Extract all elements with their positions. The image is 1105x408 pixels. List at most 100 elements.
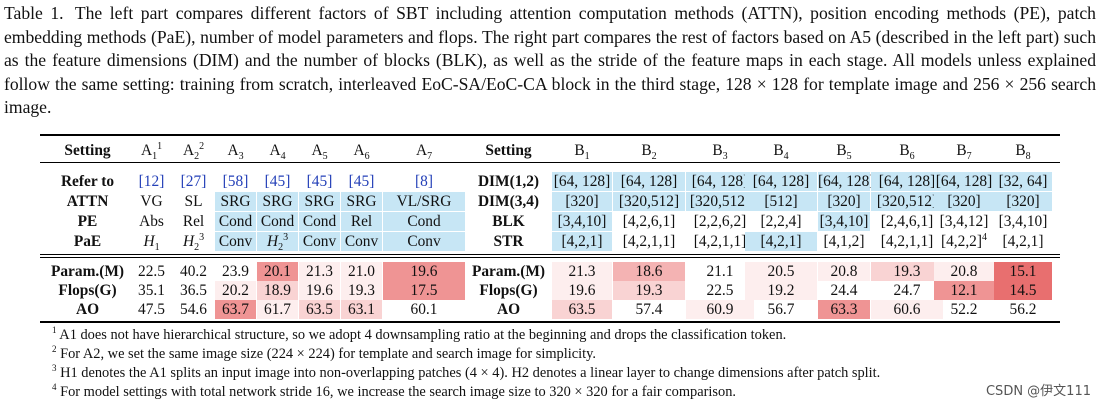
left-metric-label: Flops(G): [58, 282, 117, 299]
right-col-header: B2: [641, 142, 657, 163]
left-col-header: A5: [311, 142, 328, 163]
reference-link[interactable]: [27]: [180, 173, 207, 190]
config-cell: [2,2,4]: [760, 213, 802, 230]
left-col-header: A22: [182, 140, 205, 163]
superscript: 1: [157, 140, 163, 152]
metric-cell: 22.5: [706, 282, 734, 299]
config-cell: Cond: [299, 212, 340, 231]
reference-link[interactable]: [8]: [415, 173, 433, 190]
right-row-label: DIM(1,2): [477, 173, 540, 190]
config-cell: [320]: [552, 192, 612, 211]
footnote-text: H1 denotes the A1 splits an input image …: [56, 365, 881, 381]
superscript: 4: [982, 231, 988, 243]
right-col-header: B1: [574, 142, 590, 163]
config-cell: [2,4,6,1]: [880, 213, 934, 230]
metric-cell: 24.4: [830, 282, 858, 299]
reference-link[interactable]: [45]: [264, 173, 291, 190]
right-row-label: DIM(3,4): [477, 193, 540, 210]
right-col-header: B4: [773, 142, 789, 163]
metric-cell: 14.5: [994, 281, 1052, 300]
left-col-header: A11: [140, 140, 163, 163]
left-col-header: A4: [269, 142, 286, 163]
config-cell: [4,2,1]: [745, 232, 817, 251]
config-cell: Rel: [341, 212, 382, 231]
config-cell: [512]: [745, 192, 817, 211]
metric-cell: 24.7: [893, 282, 921, 299]
right-row-label: STR: [493, 233, 524, 250]
footnote: 3 H1 denotes the A1 splits an input imag…: [52, 364, 880, 382]
right-col-header: B5: [836, 142, 852, 163]
reference-link[interactable]: [45]: [348, 173, 375, 190]
metric-cell: 63.7: [215, 300, 256, 319]
metric-cell: 19.3: [871, 262, 943, 281]
reference-link[interactable]: [45]: [306, 173, 333, 190]
config-cell: H23: [257, 231, 298, 253]
config-cell: [320,512]: [871, 192, 943, 211]
left-col-header: A7: [415, 142, 433, 163]
metric-cell: 56.7: [767, 301, 795, 318]
metric-cell: 20.8: [934, 262, 994, 281]
config-cell: Conv: [299, 232, 340, 251]
metric-cell: 19.3: [613, 281, 685, 300]
metric-cell: 60.1: [410, 301, 438, 318]
metric-cell: 36.5: [180, 282, 207, 299]
reference-link[interactable]: [12]: [138, 173, 165, 190]
table-caption: Table 1. The left part compares differen…: [4, 2, 1096, 120]
config-cell: Abs: [139, 213, 164, 230]
footnote-mark: 2: [52, 344, 57, 355]
config-cell: [4,2,6,1]: [622, 213, 676, 230]
config-cell: [64, 128]: [934, 172, 994, 191]
metric-cell: 15.1: [994, 262, 1052, 281]
config-cell: [4,1,2]: [823, 233, 865, 250]
config-cell: SRG: [341, 192, 382, 211]
config-cell: [4,2,1,1]: [693, 233, 747, 250]
config-cell: [4,2,1,1]: [622, 233, 676, 250]
left-row-label: PaE: [73, 233, 102, 250]
metric-cell: 19.6: [383, 262, 465, 281]
right-metric-label: AO: [496, 301, 521, 318]
metric-cell: 20.1: [257, 262, 298, 281]
metric-cell: 63.5: [552, 300, 612, 319]
metric-cell: 21.3: [299, 262, 340, 281]
footnote-mark: 4: [52, 382, 57, 393]
metric-cell: 20.8: [818, 262, 870, 281]
metric-cell: 21.3: [552, 262, 612, 281]
config-cell: [64, 128]: [613, 172, 685, 191]
metric-cell: 20.5: [745, 262, 817, 281]
config-cell: [64, 128]: [686, 172, 754, 191]
footnote: 2 For A2, we set the same image size (22…: [52, 345, 596, 363]
watermark: CSDN @伊文111: [985, 384, 1091, 399]
footnote-mark: 1: [52, 325, 57, 336]
metric-cell: 12.1: [934, 281, 994, 300]
config-cell: SRG: [215, 192, 256, 211]
config-cell: SRG: [257, 192, 298, 211]
config-cell: [3,4,10]: [552, 212, 612, 231]
metric-cell: 21.1: [706, 263, 734, 280]
metric-cell: 63.5: [299, 300, 340, 319]
superscript: 3: [283, 231, 289, 243]
config-cell: [64, 128]: [552, 172, 612, 191]
config-cell: Conv: [215, 232, 256, 251]
config-cell: SL: [184, 193, 203, 210]
right-metric-label: Param.(M): [471, 263, 546, 280]
config-cell: [32, 64]: [994, 172, 1052, 191]
config-cell: [4,2,1]: [552, 232, 612, 251]
metric-cell: 40.2: [180, 263, 207, 280]
footnote: 4 For model settings with total network …: [52, 383, 736, 401]
config-cell: VG: [140, 193, 163, 210]
metric-cell: 60.6: [871, 300, 943, 319]
superscript: 3: [199, 231, 205, 243]
metric-cell: 47.5: [138, 301, 165, 318]
right-setting-header: Setting: [485, 142, 532, 159]
metric-cell: 19.6: [299, 281, 340, 300]
config-cell: [3,4,10]: [998, 213, 1048, 230]
metric-cell: 19.2: [745, 281, 817, 300]
reference-link[interactable]: [58]: [222, 173, 249, 190]
left-row-label: PE: [77, 213, 98, 230]
metric-cell: 56.2: [1009, 301, 1037, 318]
metric-cell: 21.0: [341, 262, 382, 281]
config-cell: H1: [143, 233, 160, 254]
footnote-mark: 3: [52, 363, 57, 374]
bottom-rule: [40, 321, 1060, 323]
config-cell: SRG: [299, 192, 340, 211]
